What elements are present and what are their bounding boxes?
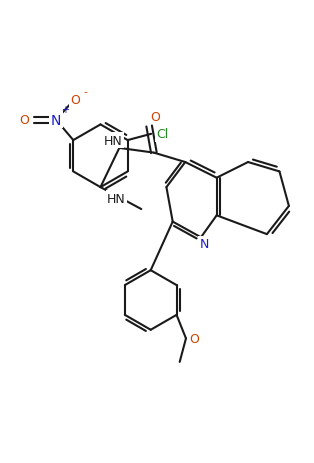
Text: HN: HN <box>104 134 122 147</box>
Text: O: O <box>150 111 160 124</box>
Text: Cl: Cl <box>156 128 168 141</box>
Text: O: O <box>189 332 199 345</box>
Text: +: + <box>62 105 69 114</box>
Text: O: O <box>70 94 80 106</box>
Text: HN: HN <box>107 192 126 205</box>
Text: N: N <box>51 113 61 127</box>
Text: -: - <box>84 88 88 97</box>
Text: O: O <box>20 114 30 127</box>
Text: N: N <box>199 238 209 250</box>
